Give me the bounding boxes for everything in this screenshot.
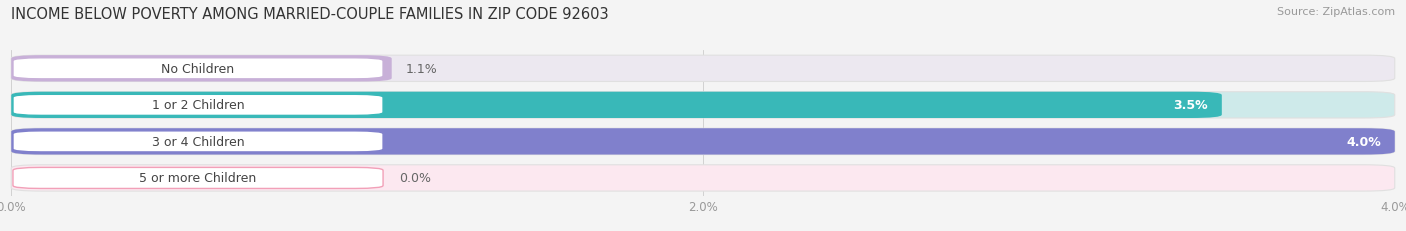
- FancyBboxPatch shape: [11, 165, 1395, 191]
- Text: 1.1%: 1.1%: [405, 63, 437, 76]
- Text: No Children: No Children: [162, 63, 235, 76]
- Text: 1 or 2 Children: 1 or 2 Children: [152, 99, 245, 112]
- FancyBboxPatch shape: [13, 95, 382, 116]
- Text: Source: ZipAtlas.com: Source: ZipAtlas.com: [1277, 7, 1395, 17]
- FancyBboxPatch shape: [13, 131, 382, 152]
- FancyBboxPatch shape: [13, 168, 382, 189]
- FancyBboxPatch shape: [11, 56, 1395, 82]
- FancyBboxPatch shape: [11, 129, 1395, 155]
- FancyBboxPatch shape: [11, 56, 392, 82]
- FancyBboxPatch shape: [13, 58, 382, 79]
- Text: 4.0%: 4.0%: [1346, 135, 1381, 148]
- Text: 0.0%: 0.0%: [399, 172, 430, 185]
- Text: 3.5%: 3.5%: [1174, 99, 1208, 112]
- Text: 3 or 4 Children: 3 or 4 Children: [152, 135, 245, 148]
- FancyBboxPatch shape: [11, 92, 1395, 119]
- FancyBboxPatch shape: [11, 129, 1395, 155]
- FancyBboxPatch shape: [11, 92, 1222, 119]
- Text: 5 or more Children: 5 or more Children: [139, 172, 257, 185]
- Text: INCOME BELOW POVERTY AMONG MARRIED-COUPLE FAMILIES IN ZIP CODE 92603: INCOME BELOW POVERTY AMONG MARRIED-COUPL…: [11, 7, 609, 22]
